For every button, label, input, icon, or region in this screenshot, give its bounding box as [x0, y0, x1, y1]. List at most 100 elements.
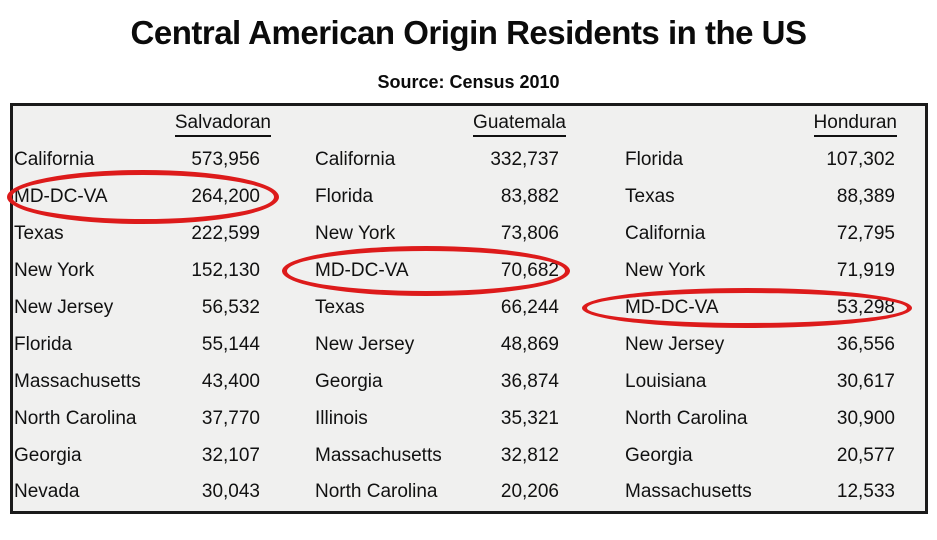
population-value: 53,298	[836, 297, 895, 318]
population-value: 73,806	[500, 223, 559, 245]
state-label: Georgia	[315, 370, 383, 392]
population-value: 32,812	[500, 444, 559, 466]
state-label: Nevada	[14, 481, 80, 503]
population-value: 107,302	[826, 149, 895, 171]
column-header-label: Salvadoran	[174, 112, 271, 137]
state-label: Florida	[625, 149, 684, 171]
population-value: 30,043	[201, 481, 260, 503]
table-row: MD-DC-VA 70,682	[315, 253, 566, 290]
table-row: Georgia 36,874	[315, 363, 566, 400]
table-row: Florida 55,144	[14, 326, 271, 363]
column-header-label: Honduran	[813, 112, 897, 137]
column-header-label: Guatemala	[473, 112, 566, 137]
state-label: North Carolina	[315, 481, 438, 503]
table-row: New Jersey 36,556	[625, 326, 897, 363]
state-label: Massachusetts	[14, 370, 141, 392]
population-value: 72,795	[836, 223, 895, 245]
state-label: MD-DC-VA	[14, 186, 108, 208]
table-row: Florida 107,302	[625, 142, 897, 179]
table-row: Nevada 30,043	[14, 474, 271, 511]
table-row: New York 152,130	[14, 253, 271, 290]
population-value: 83,882	[500, 186, 559, 208]
rows-honduran: Florida 107,302 Texas 88,389 California 72,79…	[625, 142, 897, 511]
population-value: 20,206	[500, 481, 559, 503]
rows-salvadoran: California 573,956 MD-DC-VA 264,200 Texas 222…	[14, 142, 271, 511]
table-row: North Carolina 37,770	[14, 400, 271, 437]
population-value: 12,533	[836, 481, 895, 503]
table-row: New York 71,919	[625, 253, 897, 290]
state-label: New York	[625, 260, 706, 282]
population-value: 35,321	[500, 407, 559, 429]
table-row: Illinois 35,321	[315, 400, 566, 437]
population-value: 36,556	[836, 333, 895, 355]
column-group-honduran: Honduran Florida 107,302 Texas 88,389 Califo…	[625, 106, 897, 511]
table-row: MD-DC-VA 264,200	[14, 179, 271, 216]
state-label: North Carolina	[14, 407, 137, 429]
data-table: Salvadoran California 573,956 MD-DC-VA 264,…	[10, 103, 928, 514]
state-label: New Jersey	[14, 297, 114, 318]
table-row: MD-DC-VA 53,298	[625, 290, 897, 327]
state-label: New Jersey	[315, 333, 415, 355]
table-row: Texas 66,244	[315, 290, 566, 327]
table-row: North Carolina 20,206	[315, 474, 566, 511]
table-row: Massachusetts 43,400	[14, 363, 271, 400]
population-value: 66,244	[500, 297, 559, 318]
population-value: 30,900	[836, 407, 895, 429]
population-value: 70,682	[500, 260, 559, 282]
population-value: 20,577	[836, 444, 895, 466]
population-value: 43,400	[201, 370, 260, 392]
column-header-salvadoran: Salvadoran	[14, 106, 271, 142]
table-row: Georgia 32,107	[14, 437, 271, 474]
population-value: 332,737	[490, 149, 559, 171]
table-row: New York 73,806	[315, 216, 566, 253]
table-row: New Jersey 56,532	[14, 290, 271, 327]
population-value: 88,389	[836, 186, 895, 208]
state-label: North Carolina	[625, 407, 748, 429]
population-value: 264,200	[191, 186, 260, 208]
state-label: Georgia	[625, 444, 693, 466]
state-label: California	[14, 149, 95, 171]
population-value: 36,874	[500, 370, 559, 392]
population-value: 37,770	[201, 407, 260, 429]
population-value: 152,130	[191, 260, 260, 282]
population-value: 55,144	[201, 333, 260, 355]
state-label: New York	[14, 260, 95, 282]
column-header-guatemala: Guatemala	[315, 106, 566, 142]
source-subtitle: Source: Census 2010	[377, 72, 560, 92]
population-value: 222,599	[191, 223, 260, 245]
population-value: 56,532	[201, 297, 260, 318]
state-label: Florida	[14, 333, 73, 355]
state-label: New York	[315, 223, 396, 245]
state-label: Georgia	[14, 444, 82, 466]
page-title: Central American Origin Residents in the…	[130, 14, 807, 51]
population-value: 48,869	[500, 333, 559, 355]
state-label: Florida	[315, 186, 374, 208]
state-label: New Jersey	[625, 333, 725, 355]
column-header-honduran: Honduran	[625, 106, 897, 142]
state-label: Texas	[315, 297, 365, 318]
table-row: California 72,795	[625, 216, 897, 253]
table-row: Texas 88,389	[625, 179, 897, 216]
population-value: 32,107	[201, 444, 260, 466]
table-row: California 573,956	[14, 142, 271, 179]
population-value: 71,919	[836, 260, 895, 282]
population-value: 30,617	[836, 370, 895, 392]
table-row: Florida 83,882	[315, 179, 566, 216]
state-label: California	[625, 223, 706, 245]
state-label: Massachusetts	[315, 444, 442, 466]
table-row: Massachusetts 12,533	[625, 474, 897, 511]
population-value: 573,956	[191, 149, 260, 171]
table-row: Texas 222,599	[14, 216, 271, 253]
state-label: MD-DC-VA	[315, 260, 409, 282]
state-label: Illinois	[315, 407, 368, 429]
column-group-salvadoran: Salvadoran California 573,956 MD-DC-VA 264,…	[14, 106, 271, 511]
state-label: Massachusetts	[625, 481, 752, 503]
state-label: Texas	[14, 223, 64, 245]
table-row: Georgia 20,577	[625, 437, 897, 474]
table-row: New Jersey 48,869	[315, 326, 566, 363]
state-label: Texas	[625, 186, 675, 208]
table-row: California 332,737	[315, 142, 566, 179]
state-label: California	[315, 149, 396, 171]
column-group-guatemala: Guatemala California 332,737 Florida 83,882…	[315, 106, 566, 511]
